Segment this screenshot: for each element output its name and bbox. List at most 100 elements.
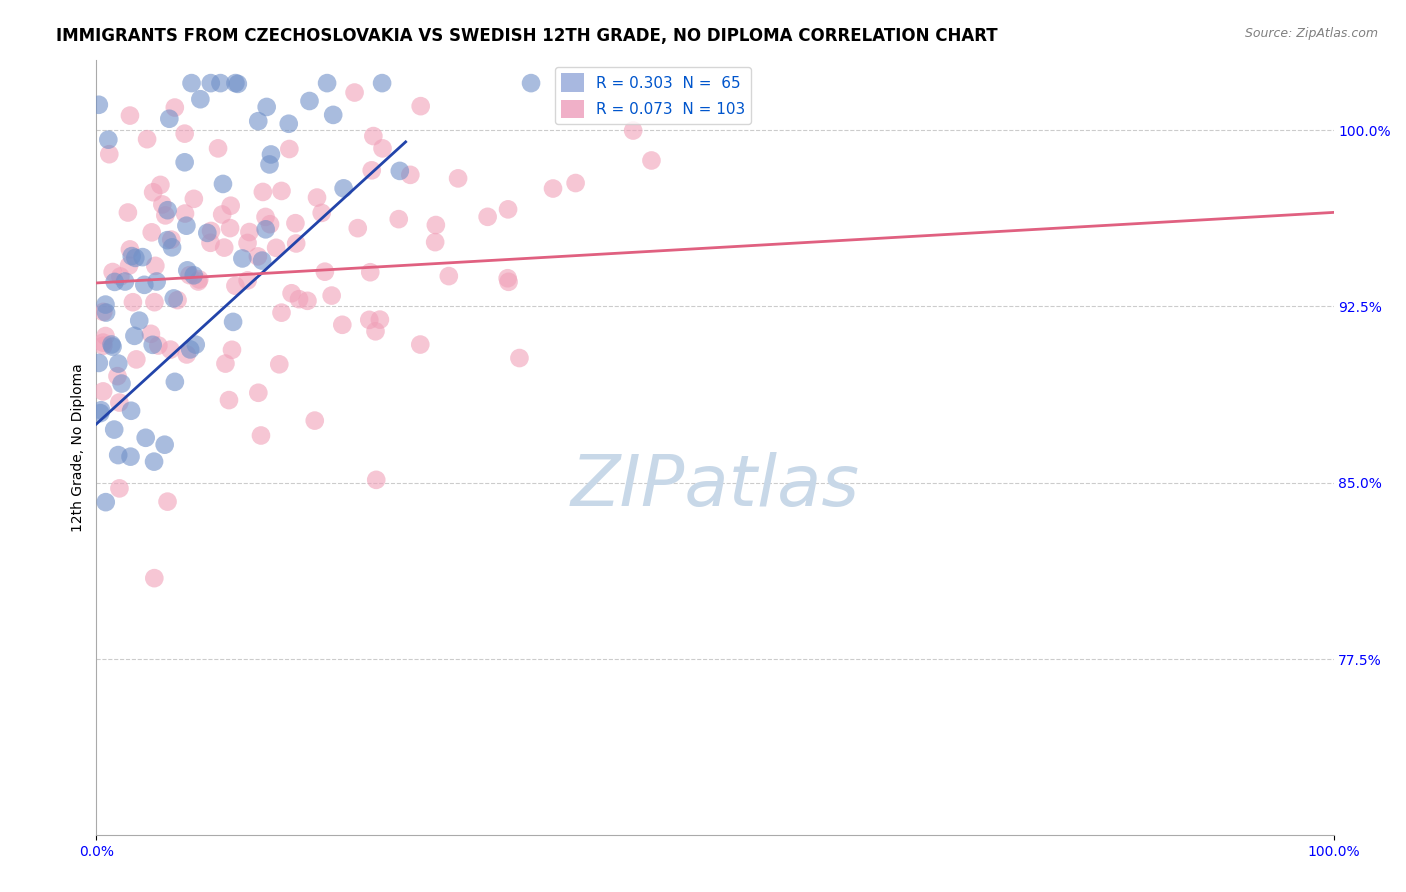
Point — [640, 153, 662, 168]
Point — [447, 171, 470, 186]
Point — [200, 76, 222, 90]
Point — [190, 92, 212, 106]
Point — [209, 76, 232, 90]
Point — [222, 315, 245, 329]
Point — [183, 268, 205, 283]
Point — [288, 292, 311, 306]
Point — [496, 271, 519, 285]
Point — [343, 86, 366, 100]
Point — [163, 375, 186, 389]
Point — [221, 343, 243, 357]
Point — [122, 295, 145, 310]
Point — [143, 571, 166, 585]
Point — [156, 233, 179, 247]
Point — [97, 133, 120, 147]
Point — [89, 406, 111, 420]
Point — [270, 306, 292, 320]
Point — [498, 275, 520, 289]
Point — [94, 329, 117, 343]
Point — [277, 117, 299, 131]
Y-axis label: 12th Grade, No Diploma: 12th Grade, No Diploma — [72, 363, 86, 532]
Point — [142, 338, 165, 352]
Point — [270, 184, 292, 198]
Point — [179, 343, 201, 357]
Point — [107, 357, 129, 371]
Text: Source: ZipAtlas.com: Source: ZipAtlas.com — [1244, 27, 1378, 40]
Point — [409, 99, 432, 113]
Point — [425, 218, 447, 232]
Point — [224, 278, 246, 293]
Point — [163, 292, 186, 306]
Point — [311, 206, 333, 220]
Point — [207, 141, 229, 155]
Point — [139, 326, 162, 341]
Point — [508, 351, 530, 365]
Point — [231, 252, 253, 266]
Point — [564, 176, 586, 190]
Point — [246, 249, 269, 263]
Point — [269, 357, 291, 371]
Point — [160, 240, 183, 254]
Point — [120, 450, 142, 464]
Point — [145, 275, 167, 289]
Point — [388, 164, 411, 178]
Point — [98, 147, 121, 161]
Point — [90, 403, 112, 417]
Point — [332, 181, 354, 195]
Point — [176, 263, 198, 277]
Point — [94, 305, 117, 319]
Point — [128, 313, 150, 327]
Point — [360, 163, 382, 178]
Text: ZIPatlas: ZIPatlas — [571, 452, 859, 521]
Point — [359, 313, 381, 327]
Point — [330, 318, 353, 332]
Point — [212, 241, 235, 255]
Point — [173, 155, 195, 169]
Point — [321, 288, 343, 302]
Point — [156, 494, 179, 508]
Point — [200, 224, 222, 238]
Point — [156, 203, 179, 218]
Point — [187, 275, 209, 289]
Point — [143, 259, 166, 273]
Point — [184, 337, 207, 351]
Point — [256, 100, 278, 114]
Point — [176, 219, 198, 233]
Point — [188, 272, 211, 286]
Point — [176, 347, 198, 361]
Point — [236, 273, 259, 287]
Point — [214, 357, 236, 371]
Point — [366, 473, 388, 487]
Point — [131, 250, 153, 264]
Point — [305, 190, 328, 204]
Point — [166, 293, 188, 307]
Point — [437, 269, 460, 284]
Point — [260, 147, 283, 161]
Point — [259, 217, 281, 231]
Point — [91, 384, 114, 399]
Point — [143, 295, 166, 310]
Point — [252, 185, 274, 199]
Point — [371, 141, 394, 155]
Point — [148, 338, 170, 352]
Point — [121, 249, 143, 263]
Point — [621, 123, 644, 137]
Point — [314, 265, 336, 279]
Point — [236, 235, 259, 250]
Point — [285, 236, 308, 251]
Point — [155, 208, 177, 222]
Point — [104, 275, 127, 289]
Point — [359, 265, 381, 279]
Point — [304, 414, 326, 428]
Point — [124, 329, 146, 343]
Point — [125, 352, 148, 367]
Point — [150, 197, 173, 211]
Point — [87, 356, 110, 370]
Point — [114, 275, 136, 289]
Point — [368, 312, 391, 326]
Point — [250, 428, 273, 442]
Point — [211, 207, 233, 221]
Point — [259, 157, 281, 171]
Point — [247, 385, 270, 400]
Point — [477, 210, 499, 224]
